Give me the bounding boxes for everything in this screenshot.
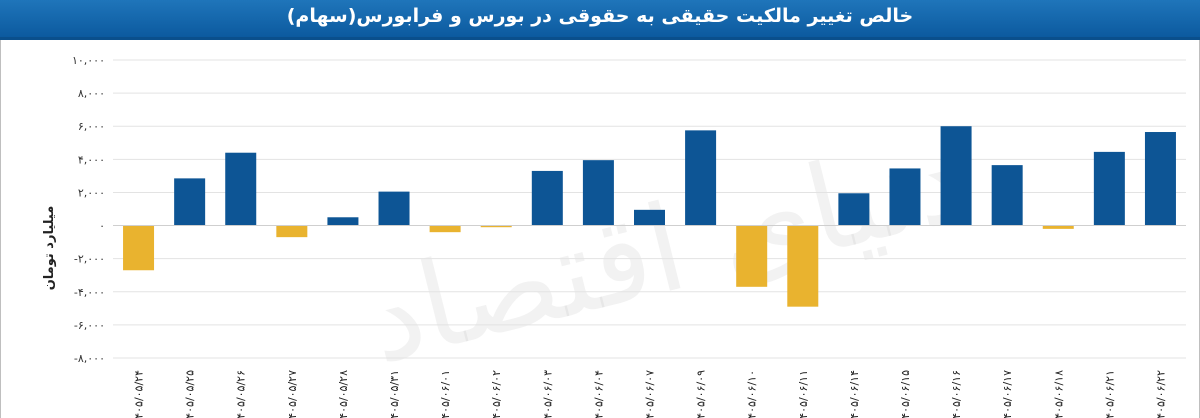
y-axis-label: میلیارد تومان bbox=[41, 205, 57, 291]
bar bbox=[1144, 132, 1176, 226]
plot-area: دنیای اقتصاد ۱۰,۰۰۰ ۸,۰۰۰ ۶,۰۰۰ ۴,۰۰۰ ۲,۰۰۰ ۰… bbox=[0, 40, 1200, 418]
x-tick-label: ۱۴۰۵/۰۵/۲۸ bbox=[337, 370, 350, 418]
x-tick-label: ۱۴۰۵/۰۵/۳۱ bbox=[388, 370, 401, 418]
x-tick-label: ۱۴۰۵/۰۶/۱۵ bbox=[899, 370, 912, 418]
y-tick-label: -۴,۰۰۰ bbox=[74, 286, 105, 299]
bar bbox=[1093, 151, 1125, 226]
bar bbox=[531, 170, 563, 226]
x-tick-label: ۱۴۰۵/۰۶/۰۴ bbox=[592, 370, 605, 418]
x-tick-label: ۱۴۰۵/۰۶/۱۶ bbox=[950, 370, 963, 418]
y-tick-label: ۱۰,۰۰۰ bbox=[72, 54, 105, 67]
bar bbox=[378, 191, 410, 226]
bar bbox=[991, 165, 1023, 226]
x-tick-label: ۱۴۰۵/۰۵/۲۷ bbox=[286, 370, 299, 418]
x-tick-label: ۱۴۰۵/۰۶/۰۱ bbox=[439, 370, 452, 418]
x-tick-label: ۱۴۰۵/۰۶/۰۳ bbox=[541, 370, 554, 418]
x-tick-label: ۱۴۰۵/۰۶/۱۰ bbox=[746, 370, 759, 418]
bar bbox=[480, 225, 512, 228]
bar-chart: ۱۰,۰۰۰ ۸,۰۰۰ ۶,۰۰۰ ۴,۰۰۰ ۲,۰۰۰ ۰ -۲,۰۰۰ -۴,۰۰۰ -… bbox=[72, 54, 1186, 418]
bar bbox=[838, 193, 870, 226]
bar bbox=[940, 126, 972, 226]
bar bbox=[1042, 225, 1074, 229]
x-tick-label: ۱۴۰۵/۰۶/۰۲ bbox=[490, 370, 503, 418]
y-tick-label: ۴,۰۰۰ bbox=[78, 153, 105, 166]
y-tick-label: ۲,۰۰۰ bbox=[78, 186, 105, 199]
bar bbox=[634, 209, 665, 226]
bar bbox=[685, 130, 717, 226]
x-tick-label: ۱۴۰۵/۰۵/۲۶ bbox=[235, 370, 248, 418]
chart-title: خالص تغییر مالکیت حقیقی به حقوقی در بورس… bbox=[286, 5, 914, 27]
bar bbox=[276, 225, 308, 238]
x-tick-label: ۱۴۰۵/۰۶/۲۲ bbox=[1154, 370, 1167, 418]
bar bbox=[123, 225, 155, 271]
x-tick-label: ۱۴۰۵/۰۶/۰۹ bbox=[695, 370, 708, 418]
bar bbox=[429, 225, 461, 233]
y-tick-label: -۶,۰۰۰ bbox=[74, 319, 105, 332]
x-tick-label: ۱۴۰۵/۰۶/۱۷ bbox=[1001, 370, 1014, 418]
bar bbox=[787, 225, 819, 307]
x-tick-label: ۱۴۰۵/۰۵/۲۴ bbox=[133, 370, 146, 418]
bar bbox=[327, 217, 359, 226]
bar bbox=[174, 178, 206, 226]
bar bbox=[582, 160, 614, 226]
x-tick-label: ۱۴۰۵/۰۶/۲۱ bbox=[1103, 370, 1116, 418]
y-tick-label: -۲,۰۰۰ bbox=[74, 253, 105, 266]
x-tick-label: ۱۴۰۵/۰۶/۰۷ bbox=[644, 370, 657, 418]
x-tick-label: ۱۴۰۵/۰۶/۱۸ bbox=[1052, 370, 1065, 418]
y-tick-label: ۰ bbox=[99, 220, 105, 233]
y-tick-label: ۸,۰۰۰ bbox=[78, 87, 105, 100]
x-tick-label: ۱۴۰۵/۰۶/۱۱ bbox=[797, 370, 810, 418]
y-tick-label: -۸,۰۰۰ bbox=[74, 352, 105, 365]
bar bbox=[736, 225, 768, 287]
chart-title-bar: خالص تغییر مالکیت حقیقی به حقوقی در بورس… bbox=[0, 0, 1200, 40]
y-tick-label: ۶,۰۰۰ bbox=[78, 120, 105, 133]
x-tick-label: ۱۴۰۵/۰۵/۲۵ bbox=[184, 370, 197, 418]
bar bbox=[889, 168, 921, 226]
x-tick-label: ۱۴۰۵/۰۶/۱۴ bbox=[848, 370, 861, 418]
bar bbox=[225, 152, 257, 226]
